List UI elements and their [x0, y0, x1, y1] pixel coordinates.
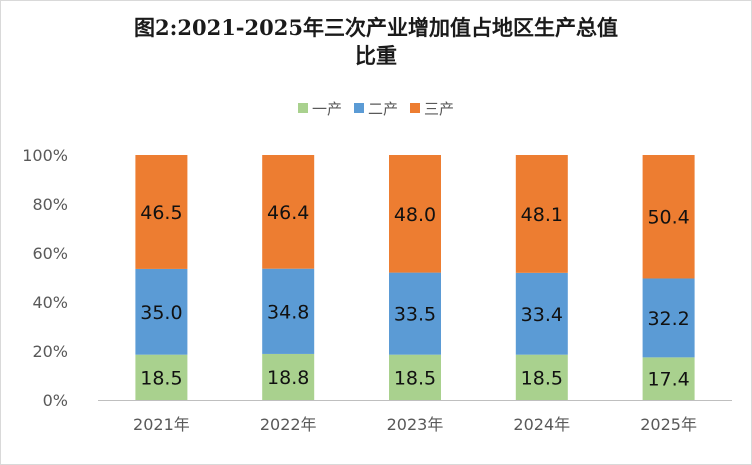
x-tick-label: 2024年	[513, 415, 570, 434]
data-label: 34.8	[267, 301, 309, 323]
y-tick-label: 0%	[43, 391, 68, 410]
bar-segment	[135, 268, 188, 355]
y-tick-label: 20%	[32, 342, 68, 361]
y-tick-label: 60%	[32, 244, 68, 263]
bar-segment	[135, 155, 188, 269]
bar-segment	[642, 278, 695, 358]
chart-title: 图2:2021-2025年三次产业增加值占地区生产总值 比重	[0, 14, 752, 70]
legend-swatch-primary	[297, 103, 308, 113]
legend-swatch-secondary	[353, 103, 364, 113]
bar-segment	[389, 354, 441, 400]
legend-label-primary: 一产	[311, 99, 342, 118]
bar-segment	[262, 353, 315, 400]
data-label: 32.2	[647, 308, 689, 330]
data-label: 18.8	[267, 367, 309, 389]
x-tick-label: 2022年	[260, 415, 317, 434]
data-label: 33.4	[521, 304, 563, 326]
legend-swatch-tertiary	[410, 103, 420, 113]
y-tick-label: 100%	[22, 146, 68, 165]
chart-legend: 一产 二产 三产	[0, 98, 752, 118]
data-label: 18.5	[394, 367, 436, 389]
chart-title-line-2: 比重	[355, 43, 397, 68]
chart-title-line-1: 图2:2021-2025年三次产业增加值占地区生产总值	[134, 15, 618, 40]
data-label: 48.1	[521, 204, 563, 226]
data-label: 48.0	[394, 204, 436, 226]
legend-item-secondary: 二产	[353, 98, 398, 119]
y-tick-label: 40%	[32, 293, 68, 312]
bar-segment	[389, 155, 441, 273]
bar-segment	[642, 155, 695, 279]
legend-label-secondary: 二产	[367, 99, 398, 118]
data-label: 46.5	[140, 202, 182, 224]
data-label: 46.4	[267, 202, 309, 224]
data-label: 35.0	[140, 302, 182, 324]
bar-segment	[515, 272, 568, 355]
bar-segment	[515, 155, 568, 273]
bar-segment	[515, 354, 568, 400]
x-tick-label: 2025年	[640, 415, 697, 434]
bar-segment	[262, 268, 315, 354]
legend-item-primary: 一产	[297, 98, 342, 119]
legend-label-tertiary: 三产	[424, 99, 455, 118]
bar-segment	[642, 357, 695, 400]
data-label: 18.5	[521, 367, 563, 389]
data-label: 17.4	[647, 369, 689, 391]
y-tick-label: 80%	[32, 195, 68, 214]
data-label: 18.5	[140, 367, 182, 389]
bar-segment	[389, 272, 441, 355]
data-label: 50.4	[647, 207, 689, 229]
x-tick-label: 2023年	[387, 415, 444, 434]
bar-segment	[262, 155, 315, 269]
data-label: 33.5	[394, 304, 436, 326]
x-tick-label: 2021年	[133, 415, 190, 434]
bar-segment	[135, 354, 188, 400]
legend-item-tertiary: 三产	[410, 98, 454, 119]
